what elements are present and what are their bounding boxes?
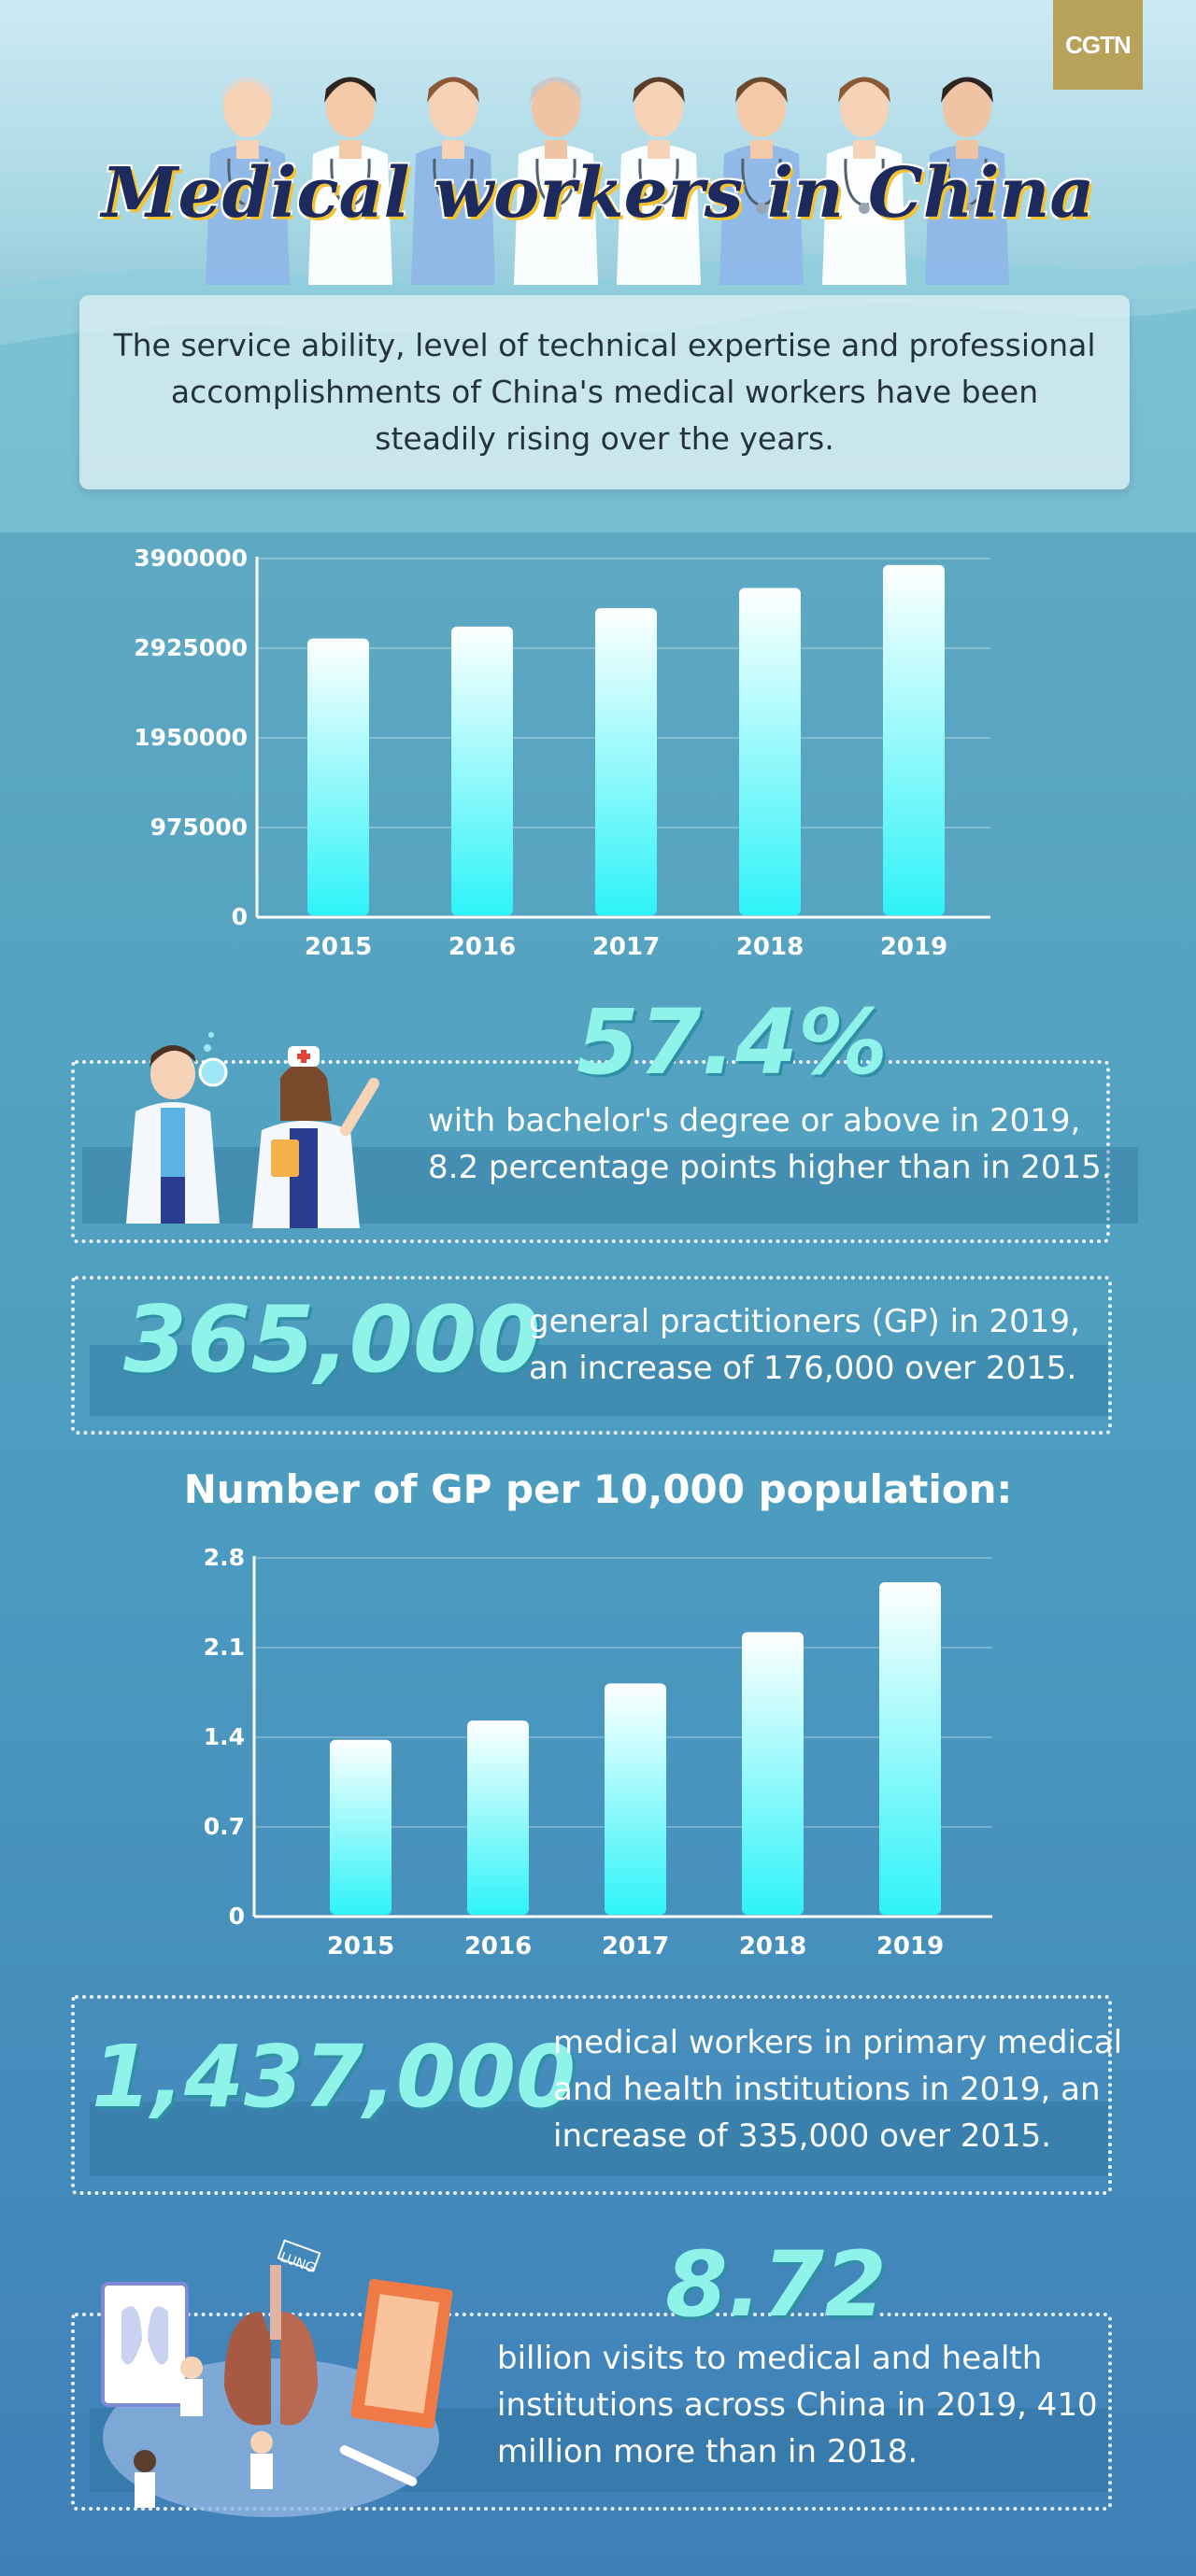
doctor-figure [206,77,290,285]
visits-text-line1: billion visits to medical and health [497,2340,1043,2377]
medical-workers-bar-chart: 3900000 2925000 1950000 975000 0 2015 2016 2017… [134,545,990,961]
y-tick-label: 0 [229,1903,245,1930]
x-tick-label: 2017 [602,1932,669,1960]
primary-text-line2: and health institutions in 2019, an [553,2071,1101,2108]
doctor-figure [308,77,392,285]
gp-band [90,1345,1108,1416]
bachelor-text-line1: with bachelor's degree or above in 2019, [428,1102,1081,1139]
y-tick-label: 2.8 [204,1544,245,1571]
y-tick-label: 1950000 [134,724,248,751]
doctor-figure [617,77,701,285]
doctor-figure [822,77,906,285]
bachelor-text-line2: 8.2 percentage points higher than in 201… [428,1149,1112,1186]
y-tick-label: 0 [232,903,248,930]
page-title: Medical workers in China [101,153,1095,234]
lung-lab-illustration: LUNG [101,2239,453,2517]
visits-value: 8.72 [665,2232,887,2337]
bar [883,564,945,915]
y-tick-label: 2925000 [134,634,248,661]
primary-band [90,2102,1108,2176]
x-tick-label: 2017 [592,933,660,961]
gp-text-line1: general practitioners (GP) in 2019, [529,1303,1080,1340]
doctor-figures-illustration [206,77,1009,285]
y-tick-label: 1.4 [204,1723,245,1750]
cgtn-logo: CGTN [1053,0,1143,90]
doctor-figure [514,77,598,285]
visits-text-line3: million more than in 2018. [497,2433,918,2470]
gp-per-population-bar-chart: 2.8 2.1 1.4 0.7 0 2015 2016 2017 2018 2019 [204,1544,992,1960]
y-tick-label: 3900000 [134,545,248,572]
primary-stat-box [71,1995,1112,2195]
x-tick-label: 2019 [876,1932,944,1960]
bar [605,1683,666,1915]
x-tick-label: 2016 [464,1932,532,1960]
primary-text-line1: medical workers in primary medical [553,2024,1123,2061]
primary-text-line3: increase of 335,000 over 2015. [553,2117,1052,2155]
bar [307,638,369,915]
bar [451,626,513,915]
x-tick-label: 2018 [739,1932,806,1960]
visits-text-line2: institutions across China in 2019, 410 [497,2386,1098,2424]
gp-text-line2: an increase of 176,000 over 2015. [529,1350,1077,1387]
y-tick-label: 975000 [150,814,248,841]
y-tick-label: 2.1 [204,1634,245,1661]
gp-chart-title: Number of GP per 10,000 population: [183,1466,1013,1512]
bachelor-value: 57.4% [577,990,889,1095]
visits-stat-box [71,2313,1112,2511]
y-tick-label: 0.7 [204,1813,245,1840]
gp-value: 365,000 [123,1287,541,1394]
doctor-figure [925,77,1009,285]
doctor-figure [411,77,495,285]
intro-text: The service ability, level of technical … [113,327,1096,457]
x-tick-label: 2019 [880,933,947,961]
x-tick-label: 2015 [305,933,372,961]
bar [739,587,801,915]
intro-box: The service ability, level of technical … [79,295,1130,489]
bar [742,1632,804,1915]
bar [879,1582,941,1915]
lung-label: LUNG [278,2250,318,2276]
bar [595,608,657,915]
bachelor-stat-box [71,1060,1110,1243]
gp-stat-box [71,1276,1112,1435]
x-tick-label: 2015 [327,1932,394,1960]
bar [330,1739,392,1915]
primary-value: 1,437,000 [92,2027,576,2127]
scientist-illustration [126,1032,379,1228]
x-tick-label: 2016 [448,933,516,961]
bar [467,1720,529,1915]
doctor-figure [719,77,804,285]
x-tick-label: 2018 [736,933,804,961]
